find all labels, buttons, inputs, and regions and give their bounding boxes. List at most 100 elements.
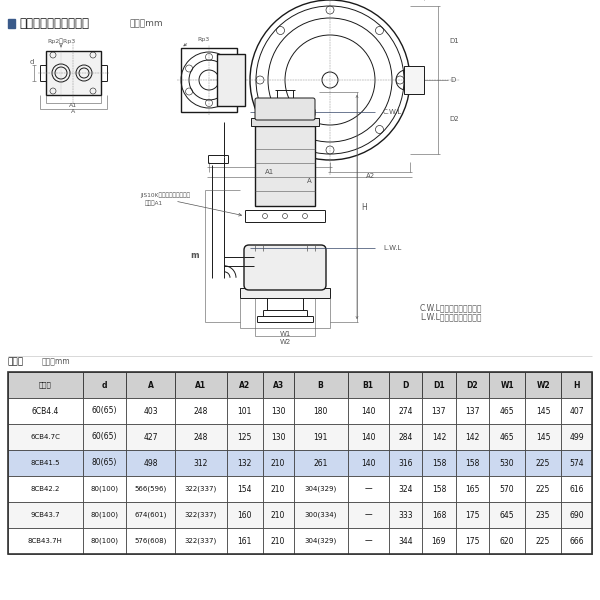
Bar: [561, 398, 592, 424]
Text: L.W.L：運転可能最低水位: L.W.L：運転可能最低水位: [420, 313, 482, 322]
Text: 530: 530: [500, 458, 514, 467]
Bar: [263, 398, 293, 424]
Bar: [8, 502, 83, 528]
Bar: [561, 528, 592, 554]
Bar: [175, 476, 227, 502]
Bar: [8, 528, 83, 554]
Text: 210: 210: [271, 458, 286, 467]
Bar: [127, 450, 175, 476]
Text: 498: 498: [143, 458, 158, 467]
Bar: [127, 372, 175, 398]
Text: C.W.L: C.W.L: [383, 109, 402, 115]
Text: 140: 140: [361, 458, 376, 467]
Bar: [227, 372, 263, 398]
Text: 300(334): 300(334): [304, 512, 337, 518]
Bar: [293, 502, 347, 528]
Bar: [404, 66, 424, 94]
Text: JIS10Kねじ込み相フランジ: JIS10Kねじ込み相フランジ: [140, 192, 190, 198]
Text: 333: 333: [398, 511, 413, 520]
Bar: [175, 424, 227, 450]
Bar: [8, 450, 83, 476]
Text: 8CB41.5: 8CB41.5: [31, 460, 60, 466]
Bar: [525, 476, 561, 502]
Bar: [389, 450, 422, 476]
Text: 140: 140: [361, 433, 376, 442]
Text: 145: 145: [536, 407, 550, 415]
Text: 407: 407: [569, 407, 584, 415]
Bar: [175, 398, 227, 424]
Bar: [347, 528, 389, 554]
Text: 60(65): 60(65): [92, 433, 117, 442]
Text: 191: 191: [313, 433, 328, 442]
Text: 140: 140: [361, 407, 376, 415]
Bar: [263, 450, 293, 476]
Text: 6CB4.4: 6CB4.4: [32, 407, 59, 415]
Text: 312: 312: [194, 458, 208, 467]
Bar: [489, 424, 525, 450]
Bar: [227, 476, 263, 502]
Text: 248: 248: [194, 407, 208, 415]
Text: 566(596): 566(596): [134, 486, 167, 492]
Text: 158: 158: [432, 485, 446, 493]
Text: —: —: [364, 536, 372, 545]
Text: H: H: [574, 380, 580, 389]
Bar: [525, 450, 561, 476]
Bar: [251, 118, 319, 126]
Text: 単位：mm: 単位：mm: [130, 19, 164, 28]
Bar: [347, 450, 389, 476]
Text: A: A: [148, 380, 154, 389]
Bar: [455, 502, 489, 528]
Text: 137: 137: [431, 407, 446, 415]
Text: 137: 137: [465, 407, 479, 415]
Text: 9CB43.7: 9CB43.7: [31, 512, 60, 518]
Bar: [422, 476, 455, 502]
Bar: [127, 528, 175, 554]
Bar: [227, 424, 263, 450]
Text: 574: 574: [569, 458, 584, 467]
Bar: [389, 424, 422, 450]
Bar: [389, 476, 422, 502]
Text: d: d: [29, 59, 34, 65]
Text: D1: D1: [433, 380, 445, 389]
Text: 576(608): 576(608): [134, 538, 167, 544]
Bar: [389, 528, 422, 554]
Bar: [561, 502, 592, 528]
Bar: [455, 372, 489, 398]
Text: 161: 161: [238, 536, 252, 545]
Bar: [175, 372, 227, 398]
Text: 外形据付寸法図（例）: 外形据付寸法図（例）: [19, 17, 89, 30]
Bar: [83, 398, 127, 424]
Text: 8CB43.7H: 8CB43.7H: [28, 538, 63, 544]
Text: 225: 225: [536, 458, 550, 467]
Bar: [489, 372, 525, 398]
Text: 101: 101: [238, 407, 252, 415]
Bar: [127, 424, 175, 450]
Bar: [8, 372, 592, 554]
Bar: [422, 528, 455, 554]
Text: 175: 175: [465, 536, 479, 545]
Bar: [263, 476, 293, 502]
Text: L.W.L: L.W.L: [383, 245, 401, 251]
Bar: [389, 502, 422, 528]
Bar: [347, 476, 389, 502]
Text: 403: 403: [143, 407, 158, 415]
Bar: [347, 424, 389, 450]
Bar: [8, 476, 83, 502]
Text: m: m: [190, 251, 199, 260]
Text: A2: A2: [365, 173, 374, 179]
Text: 130: 130: [271, 433, 286, 442]
Text: W2: W2: [536, 380, 550, 389]
Bar: [227, 528, 263, 554]
Bar: [83, 450, 127, 476]
Bar: [525, 424, 561, 450]
Bar: [455, 424, 489, 450]
Bar: [525, 528, 561, 554]
Bar: [175, 502, 227, 528]
Text: B: B: [318, 380, 323, 389]
Text: 499: 499: [569, 433, 584, 442]
Text: 225: 225: [536, 536, 550, 545]
Bar: [347, 398, 389, 424]
Bar: [227, 502, 263, 528]
Text: D: D: [450, 77, 455, 83]
Bar: [8, 398, 83, 424]
